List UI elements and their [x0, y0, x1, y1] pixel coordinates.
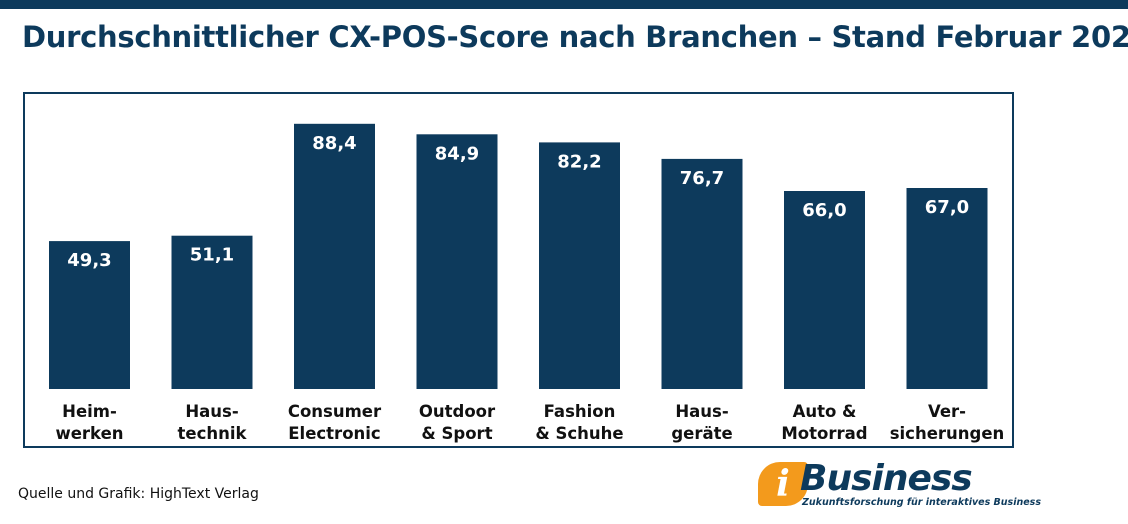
bar-2 [294, 123, 375, 390]
category-label-6-1: Motorrad [781, 424, 867, 443]
category-label-1-0: Haus- [185, 402, 238, 421]
bar-4 [539, 142, 620, 389]
category-label-1-1: technik [178, 424, 248, 443]
source-note: Quelle und Grafik: HighText Verlag [18, 486, 259, 502]
logo-wordmark: Business [800, 458, 973, 499]
top-rule [0, 0, 1128, 9]
bar-value-label-1: 51,1 [190, 245, 234, 266]
bar-value-label-7: 67,0 [925, 197, 969, 218]
bar-value-label-2: 88,4 [312, 133, 356, 154]
category-label-0-1: werken [55, 424, 123, 443]
bar-value-label-5: 76,7 [680, 168, 724, 189]
bar-value-label-4: 82,2 [557, 151, 601, 172]
category-label-5-0: Haus- [675, 402, 728, 421]
category-label-3-1: & Sport [421, 424, 492, 443]
chart-frame [23, 92, 1014, 448]
category-label-7-0: Ver- [928, 402, 966, 421]
category-label-3-0: Outdoor [419, 402, 496, 421]
chart-title: Durchschnittlicher CX-POS-Score nach Bra… [22, 20, 1128, 54]
category-label-4-0: Fashion [544, 402, 616, 421]
category-label-6-0: Auto & [793, 402, 857, 421]
bar-6 [784, 191, 865, 389]
category-label-5-1: geräte [671, 424, 732, 443]
bar-value-label-3: 84,9 [435, 143, 479, 164]
logo-mark: i [758, 462, 808, 506]
category-label-0-0: Heim- [62, 402, 117, 421]
bar-7 [906, 188, 988, 389]
logo-tagline: Zukunftsforschung für interaktives Busin… [802, 497, 1041, 508]
category-label-2-0: Consumer [288, 402, 382, 421]
bar-value-label-0: 49,3 [67, 250, 111, 271]
category-label-2-1: Electronic [288, 424, 380, 443]
bar-5 [661, 158, 743, 389]
category-label-4-1: & Schuhe [535, 424, 623, 443]
bar-3 [416, 134, 498, 389]
bar-1 [171, 235, 253, 389]
bar-0 [49, 241, 130, 389]
ibusiness-logo: i Business Zukunftsforschung für interak… [758, 458, 1041, 512]
bar-value-label-6: 66,0 [802, 200, 846, 221]
category-label-7-1: sicherungen [890, 424, 1005, 443]
